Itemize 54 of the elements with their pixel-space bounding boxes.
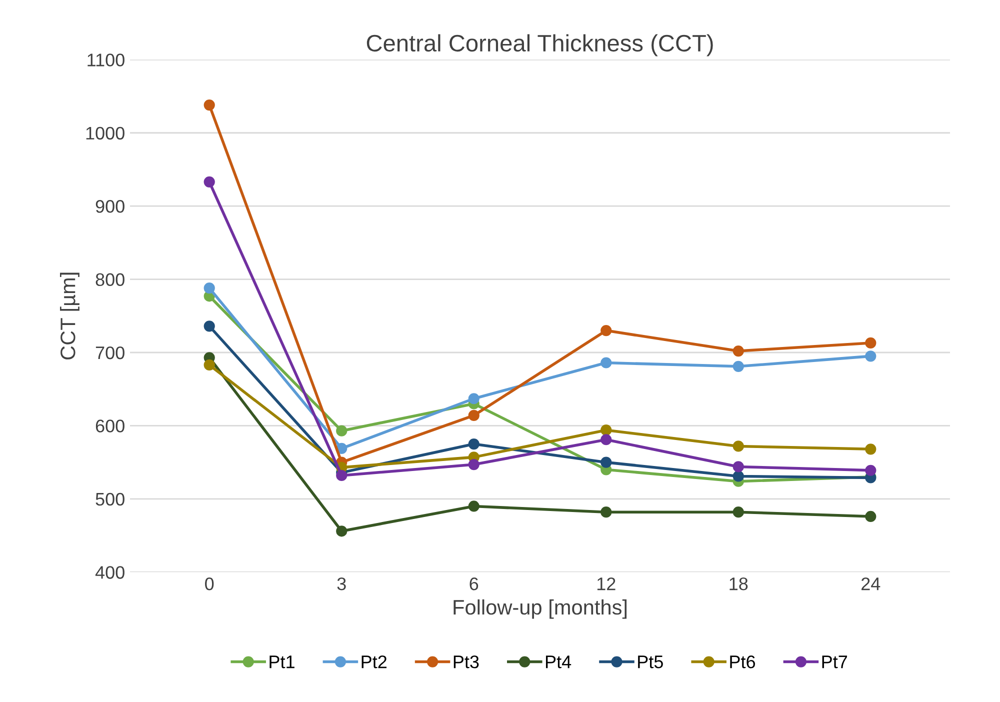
y-axis-title: CCT [µm]: [60, 272, 80, 360]
point: [336, 470, 348, 482]
point: [865, 464, 876, 476]
point: [865, 350, 876, 362]
point: [600, 506, 612, 518]
point: [732, 360, 744, 372]
x-tick-label: 24: [862, 577, 880, 590]
point: [204, 176, 215, 188]
y-tick-label: 400: [95, 566, 124, 579]
legend-label: Pt1: [270, 656, 294, 668]
point: [204, 282, 215, 294]
legend-label: Pt3: [454, 655, 479, 668]
point: [865, 337, 876, 349]
chart-title: Central Corneal Thickness (CCT): [366, 34, 713, 56]
point: [732, 345, 744, 357]
point: [468, 438, 480, 450]
legend-label: Pt5: [638, 656, 663, 668]
legend-label: Pt4: [546, 656, 572, 668]
point: [336, 425, 348, 436]
point: [468, 410, 480, 422]
point: [204, 320, 215, 332]
y-tick-label: 700: [96, 346, 124, 360]
point: [468, 393, 480, 404]
legend-label: Pt2: [362, 655, 386, 668]
y-tick-label: 500: [96, 492, 124, 506]
point: [732, 461, 744, 472]
x-tick-label: 18: [730, 577, 748, 590]
x-tick-label: 6: [470, 577, 478, 590]
x-axis-title: Follow-up [months]: [454, 599, 627, 619]
y-tick-label: 800: [96, 273, 124, 286]
legend-label: Pt7: [822, 656, 847, 668]
x-tick-label: 0: [205, 577, 214, 590]
point: [204, 359, 215, 371]
y-tick-label: 1000: [86, 126, 124, 140]
y-tick-label: 600: [96, 420, 124, 432]
y-tick-label: 900: [96, 200, 124, 213]
x-tick-label: 3: [337, 577, 346, 590]
point: [600, 324, 612, 336]
point: [468, 500, 480, 512]
point: [600, 357, 612, 368]
legend-label: Pt6: [730, 655, 756, 668]
point: [865, 510, 876, 522]
point: [732, 440, 744, 452]
point: [336, 526, 348, 537]
point: [600, 424, 612, 436]
y-tick-label: 1100: [88, 54, 124, 66]
point: [732, 506, 744, 518]
x-tick-label: 12: [597, 577, 616, 590]
point: [204, 100, 215, 111]
point: [600, 456, 612, 468]
point: [468, 458, 480, 470]
point: [600, 434, 612, 446]
point: [732, 470, 744, 482]
point: [865, 444, 876, 455]
